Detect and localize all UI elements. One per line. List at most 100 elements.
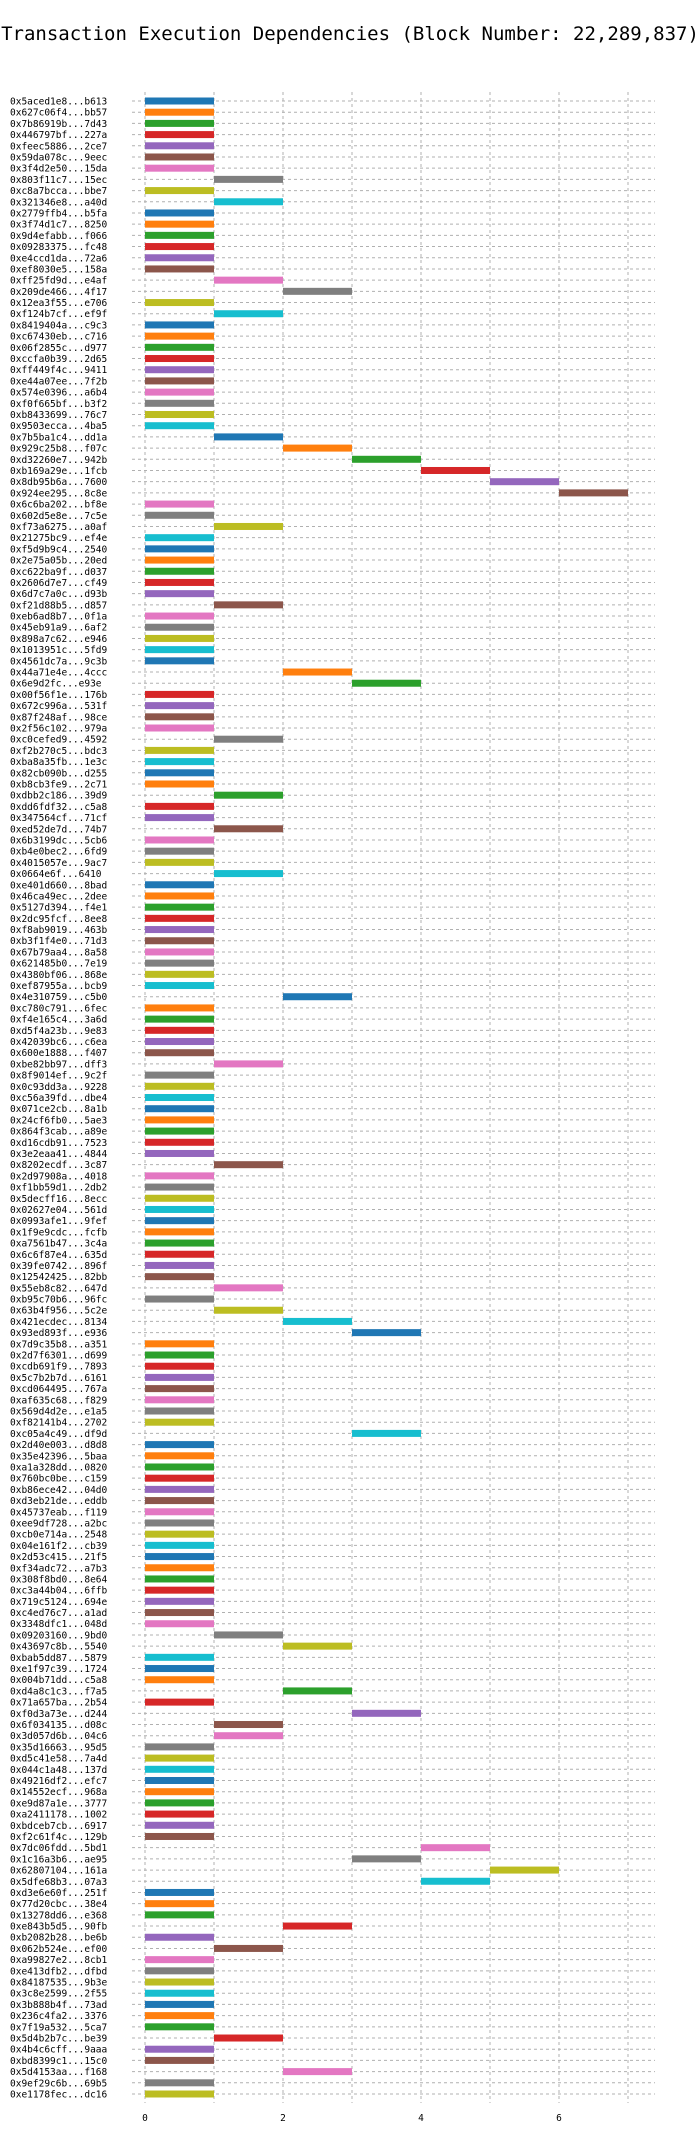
dependency-bar — [145, 2000, 214, 2008]
tx-hash-label: 0x0664e6f...6410 — [10, 869, 102, 880]
dependency-bar — [145, 2012, 214, 2020]
dependency-bar — [283, 2068, 352, 2076]
tx-hash-label: 0xb2082b28...be6b — [10, 1933, 108, 1944]
dependency-bar — [145, 903, 214, 911]
tx-hash-label: 0xd5c41e58...7a4d — [10, 1754, 107, 1765]
tx-hash-label: 0x044c1a48...137d — [10, 1765, 107, 1776]
tx-hash-label: 0x574e0396...a6b4 — [10, 388, 108, 399]
dependency-bar — [145, 1967, 214, 1975]
dependency-bar — [145, 1340, 214, 1348]
dependency-bar — [145, 366, 214, 374]
tx-hash-label: 0x44a71e4e...4ccc — [10, 668, 107, 679]
tx-hash-label: 0x12ea3f55...e706 — [10, 298, 108, 309]
dependency-bar — [145, 556, 214, 564]
tx-hash-label: 0x236c4fa2...3376 — [10, 2011, 108, 2022]
tx-hash-label: 0x8f9014ef...9c2f — [10, 1071, 107, 1082]
dependency-bar — [145, 511, 214, 519]
tx-hash-label: 0x2dc95fcf...8ee8 — [10, 914, 108, 925]
tx-hash-label: 0xb95c70b6...96fc — [10, 1295, 107, 1306]
dependency-bar — [145, 1485, 214, 1493]
tx-hash-label: 0x7d9c35b8...a351 — [10, 1339, 108, 1350]
tx-hash-label: 0x0c93dd3a...9228 — [10, 1082, 108, 1093]
dependency-bar — [145, 914, 214, 922]
tx-hash-label: 0x004b71dd...c5a8 — [10, 1675, 108, 1686]
tx-hash-label: 0x929c25b8...f07c — [10, 444, 107, 455]
tx-hash-label: 0x602d5e8e...7c5e — [10, 511, 108, 522]
dependency-bar — [145, 108, 214, 116]
tx-hash-label: 0xb169a29e...1fcb — [10, 466, 108, 477]
tx-hash-label: 0x87f248af...98ce — [10, 712, 108, 723]
dependency-bar — [283, 1317, 352, 1325]
dependency-bar — [214, 175, 283, 183]
tx-hash-label: 0x67b79aa4...8a58 — [10, 947, 108, 958]
tx-hash-label: 0x14552ecf...968a — [10, 1787, 107, 1798]
dependency-bar — [145, 332, 214, 340]
tx-hash-label: 0x924ee295...8c8e — [10, 488, 108, 499]
dependency-bar — [283, 993, 352, 1001]
dependency-bar — [145, 2023, 214, 2031]
dependency-bar — [145, 220, 214, 228]
dependency-bar — [214, 1721, 283, 1729]
tx-hash-label: 0x43697c8b...5540 — [10, 1642, 108, 1653]
tx-hash-label: 0x600e1888...f407 — [10, 1048, 107, 1059]
tx-hash-label: 0x6d7c7a0c...d93b — [10, 589, 108, 600]
dependency-bar — [421, 1877, 490, 1885]
dependency-bar — [145, 343, 214, 351]
tx-hash-label: 0xf0f665bf...b3f2 — [10, 399, 107, 410]
tx-hash-label: 0xcd064495...767a — [10, 1384, 107, 1395]
dependency-bar — [352, 1855, 421, 1863]
dependency-bar — [145, 1407, 214, 1415]
tx-hash-label: 0x82cb090b...d255 — [10, 768, 107, 779]
tx-hash-label: 0x35e42396...5baa — [10, 1451, 107, 1462]
dependency-bar — [145, 1530, 214, 1538]
tx-hash-label: 0xd32260e7...942b — [10, 455, 108, 466]
tx-hash-label: 0xff449f4c...9411 — [10, 365, 108, 376]
dependency-bar — [145, 399, 214, 407]
dependency-bar — [145, 1788, 214, 1796]
dependency-bar — [283, 668, 352, 676]
dependency-bar — [145, 1116, 214, 1124]
dependency-bar — [145, 1754, 214, 1762]
tx-hash-label: 0xff25fd9d...e4af — [10, 276, 107, 287]
tx-hash-label: 0x62807104...161a — [10, 1866, 107, 1877]
dependency-bar — [145, 1508, 214, 1516]
dependency-bar — [214, 1306, 283, 1314]
tx-hash-label: 0x84187535...9b3e — [10, 1978, 108, 1989]
dependency-bar — [214, 1732, 283, 1740]
tx-hash-label: 0x569d4d2e...e1a5 — [10, 1407, 107, 1418]
tx-hash-label: 0xf73a6275...a0af — [10, 522, 107, 533]
tx-hash-label: 0xc0cefed9...4592 — [10, 735, 107, 746]
tx-hash-label: 0x3d057d6b...04c6 — [10, 1731, 108, 1742]
tx-hash-label: 0x5d4b2b7c...be39 — [10, 2034, 108, 2045]
tx-hash-label: 0x7b5ba1c4...dd1a — [10, 432, 107, 443]
tx-hash-label: 0x3f74d1c7...8250 — [10, 220, 108, 231]
dependency-bar — [145, 1015, 214, 1023]
dependency-bar — [352, 455, 421, 463]
tx-hash-label: 0x71a657ba...2b54 — [10, 1698, 108, 1709]
dependency-bar — [145, 623, 214, 631]
dependency-bar — [145, 2056, 214, 2064]
dependency-bar — [145, 1183, 214, 1191]
dependency-bar — [145, 1205, 214, 1213]
dependency-bar — [145, 355, 214, 363]
tx-hash-label: 0xd16cdb91...7523 — [10, 1138, 107, 1149]
tx-hash-label: 0x06f2855c...d977 — [10, 343, 107, 354]
tx-hash-label: 0xb86ece42...04d0 — [10, 1485, 108, 1496]
tx-hash-label: 0x9ef29c6b...69b5 — [10, 2078, 107, 2089]
dependency-bar — [145, 1776, 214, 1784]
tx-hash-label: 0x7dc06fdd...5bd1 — [10, 1843, 108, 1854]
tx-hash-label: 0xf2c61f4c...129b — [10, 1832, 108, 1843]
tx-hash-label: 0x21275bc9...ef4e — [10, 533, 108, 544]
dependency-bar — [145, 1586, 214, 1594]
tx-hash-label: 0xc8a7bcca...bbe7 — [10, 186, 107, 197]
tx-hash-label: 0x6c6ba202...bf8e — [10, 500, 108, 511]
dependency-bar — [145, 1575, 214, 1583]
tx-hash-label: 0x09203160...9bd0 — [10, 1630, 108, 1641]
dependency-bar — [145, 1676, 214, 1684]
tx-hash-label: 0xbab5dd87...5879 — [10, 1653, 108, 1664]
tx-hash-label: 0xb8433699...76c7 — [10, 410, 107, 421]
tx-hash-label: 0x4561dc7a...9c3b — [10, 656, 108, 667]
y-tick-labels: 0x5aced1e8...b6130x627c06f4...bb570x7b86… — [10, 97, 108, 2101]
dependency-bar — [145, 1665, 214, 1673]
tx-hash-label: 0xe1f97c39...1724 — [10, 1664, 108, 1675]
